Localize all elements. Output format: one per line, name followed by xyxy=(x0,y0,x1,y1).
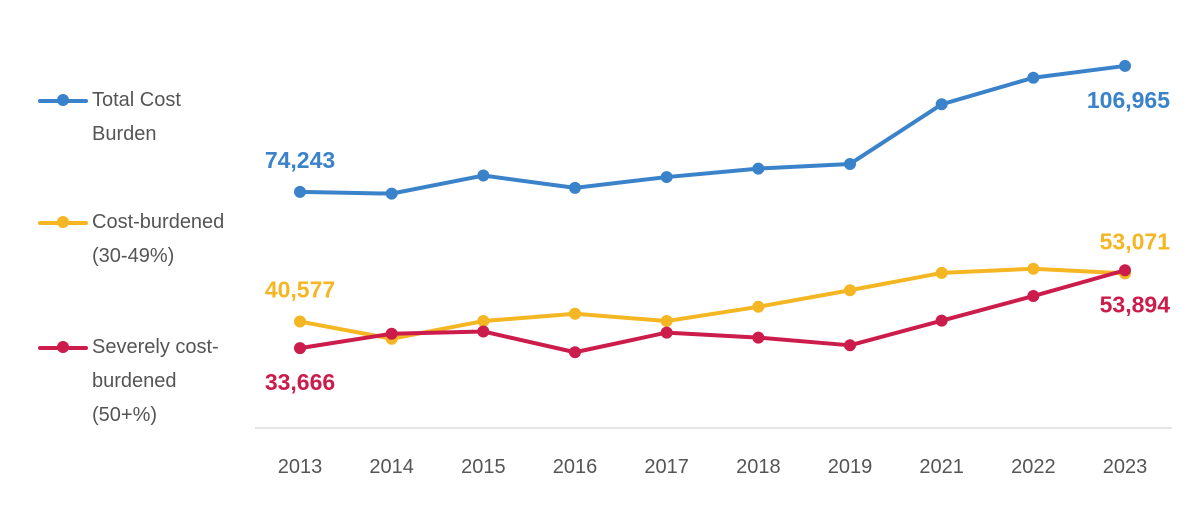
x-axis-ticks: 2013 2014 2015 2016 2017 2018 2019 2021 2022 2023 xyxy=(278,456,1148,478)
x-tick-label: 2015 xyxy=(461,456,506,478)
x-tick-label: 2019 xyxy=(828,456,873,478)
data-point xyxy=(1027,262,1040,275)
data-label: 53,071 xyxy=(1100,228,1171,254)
data-point xyxy=(660,171,673,184)
legend-swatch-icon xyxy=(38,94,88,106)
legend-label-line: burdened xyxy=(92,370,177,392)
data-labels: 74,243 106,965 40,577 53,071 33,666 53,894 xyxy=(265,87,1170,395)
legend-label-line: Burden xyxy=(92,123,157,145)
data-label: 33,666 xyxy=(265,369,335,395)
data-point xyxy=(569,181,581,194)
legend-label: Severely cost-burdened (50+%) xyxy=(92,330,242,432)
x-tick-label: 2021 xyxy=(919,456,964,478)
data-point xyxy=(660,326,673,339)
legend-label: Total Cost Burden xyxy=(92,83,242,151)
data-point xyxy=(935,266,948,279)
legend-label-line: Total Cost xyxy=(92,89,181,111)
data-point xyxy=(1119,264,1131,277)
data-point xyxy=(477,315,490,328)
data-point xyxy=(294,342,306,355)
legend-swatch-icon xyxy=(38,216,88,228)
series-lines xyxy=(294,59,1131,359)
series-line-0 xyxy=(298,63,1127,196)
x-tick-label: 2022 xyxy=(1011,456,1056,478)
data-point xyxy=(844,284,856,297)
x-tick-label: 2017 xyxy=(644,456,689,478)
data-point xyxy=(844,157,856,170)
data-point xyxy=(294,315,306,328)
series-line-2 xyxy=(298,268,1127,355)
x-tick-label: 2014 xyxy=(369,456,414,478)
data-point xyxy=(385,187,398,200)
data-point xyxy=(477,325,490,338)
data-label: 74,243 xyxy=(265,147,335,173)
data-point xyxy=(935,314,948,327)
data-point xyxy=(569,307,581,320)
x-tick-label: 2016 xyxy=(553,456,598,478)
data-label: 40,577 xyxy=(265,277,335,303)
data-point xyxy=(569,346,581,359)
legend-swatch-icon xyxy=(38,341,88,353)
legend-label-line: Cost-burdened xyxy=(92,211,225,233)
legend-label: Cost-burdened (30-49%) xyxy=(92,205,242,273)
data-point xyxy=(1119,59,1131,72)
data-label: 106,965 xyxy=(1087,87,1170,113)
legend-label-line: (50+%) xyxy=(92,404,158,426)
data-point xyxy=(1027,71,1040,84)
series-line-1 xyxy=(298,266,1127,341)
data-point xyxy=(935,98,948,111)
data-point xyxy=(294,185,306,198)
x-tick-label: 2013 xyxy=(278,456,323,478)
data-point xyxy=(752,162,765,175)
x-tick-label: 2023 xyxy=(1103,456,1148,478)
data-label: 53,894 xyxy=(1100,291,1171,317)
data-point xyxy=(1027,290,1040,303)
x-tick-label: 2018 xyxy=(736,456,781,478)
legend-label-line: Severely cost- xyxy=(92,336,219,358)
data-point xyxy=(477,169,490,182)
data-point xyxy=(844,339,856,352)
data-point xyxy=(752,300,765,313)
legend-label-line: (30-49%) xyxy=(92,245,175,267)
data-point xyxy=(385,327,398,340)
data-point xyxy=(660,315,673,328)
data-point xyxy=(752,331,765,344)
